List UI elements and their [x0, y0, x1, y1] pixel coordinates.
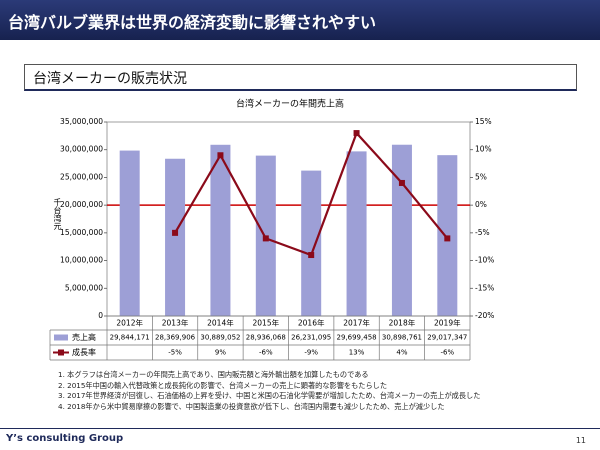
table-value: -5%	[168, 349, 182, 357]
note: 1. 本グラフは台湾メーカーの年間売上高であり、国内販売額と海外輸出額を加算した…	[58, 370, 369, 379]
bar	[346, 151, 367, 316]
line-marker	[398, 179, 405, 186]
y-tick-label: 25,000,000	[60, 172, 103, 181]
table-value: 28,936,068	[246, 334, 286, 342]
y-axis-label: 千台湾元	[53, 198, 62, 230]
y-tick-label: 20,000,000	[60, 200, 103, 209]
y2-tick-label: -5%	[475, 228, 490, 237]
y-tick-label: 35,000,000	[60, 117, 103, 126]
x-tick-label: 2013年	[162, 318, 189, 328]
bar	[165, 158, 186, 316]
note: 2. 2015年中国の輸入代替政策と成長鈍化の影響で、台湾メーカーの売上に顕著的…	[58, 380, 388, 390]
legend-swatch	[58, 349, 64, 356]
legend-swatch	[54, 334, 68, 341]
x-tick-label: 2018年	[389, 318, 416, 328]
line-marker	[262, 235, 269, 242]
table-value: 26,231,095	[291, 334, 331, 342]
legend-label: 売上高	[72, 332, 96, 342]
table-value: 30,898,761	[382, 334, 422, 342]
table-value: 28,369,906	[155, 334, 196, 342]
y2-tick-label: -10%	[475, 256, 494, 265]
header-bar: 台湾バルブ業界は世界の経済変動に影響されやすい	[0, 0, 600, 40]
footer-brand: Y’s consulting Group	[6, 433, 124, 444]
bar	[119, 150, 140, 316]
table-value: -9%	[304, 349, 318, 357]
y2-tick-label: 5%	[475, 172, 487, 181]
note: 3. 2017年世界経済が回復し、石油価格の上昇を受け、中国と米国の石油化学需要…	[58, 391, 481, 400]
table-value: 29,017,347	[427, 334, 467, 342]
plot-area	[106, 121, 471, 317]
table-value: 29,699,458	[337, 334, 377, 342]
line-marker	[308, 252, 315, 259]
table-value: 29,844,171	[110, 334, 150, 342]
y-tick-label: 10,000,000	[60, 256, 103, 265]
y2-tick-label: -20%	[475, 311, 494, 320]
notes: 1. 本グラフは台湾メーカーの年間売上高であり、国内販売額と海外輸出額を加算した…	[58, 370, 480, 412]
y2-tick-label: 10%	[475, 145, 492, 154]
section-title: 台湾メーカーの販売状況	[33, 71, 187, 87]
legend-label: 成長率	[72, 347, 96, 357]
table-value: -6%	[259, 349, 273, 357]
y-tick-label: 5,000,000	[65, 283, 103, 292]
bar	[210, 144, 231, 316]
y2-tick-label: -15%	[475, 283, 494, 292]
y-tick-label: 0	[98, 311, 103, 320]
table-value: 13%	[349, 349, 365, 357]
line-marker	[353, 130, 360, 137]
bar	[391, 144, 412, 316]
table-value: 9%	[215, 349, 226, 357]
section-box: 台湾メーカーの販売状況	[24, 64, 577, 91]
x-tick-label: 2015年	[253, 318, 280, 328]
table-value: 30,889,052	[200, 334, 240, 342]
x-tick-label: 2014年	[207, 318, 234, 328]
y2-tick-label: 15%	[475, 117, 492, 126]
bar	[301, 170, 322, 316]
x-tick-label: 2017年	[343, 318, 370, 328]
chart-title: 台湾メーカーの年間売上高	[236, 98, 344, 110]
header-title: 台湾バルブ業界は世界の経済変動に影響されやすい	[8, 13, 377, 32]
y-tick-label: 30,000,000	[60, 145, 103, 154]
x-tick-label: 2016年	[298, 318, 325, 328]
x-tick-label: 2012年	[116, 318, 143, 328]
note: 4. 2018年から米中貿易摩擦の影響で、中国製造業の投資意欲が低下し、台湾国内…	[58, 401, 445, 411]
y-tick-label: 15,000,000	[60, 228, 103, 237]
x-tick-label: 2019年	[434, 318, 461, 328]
table-value: -6%	[440, 349, 454, 357]
y2-tick-label: 0%	[475, 200, 487, 209]
line-marker	[444, 235, 451, 242]
line-marker	[217, 152, 224, 159]
table-value: 4%	[396, 349, 407, 357]
line-marker	[172, 229, 179, 236]
page-number: 11	[575, 436, 586, 445]
footer-line	[0, 428, 600, 429]
